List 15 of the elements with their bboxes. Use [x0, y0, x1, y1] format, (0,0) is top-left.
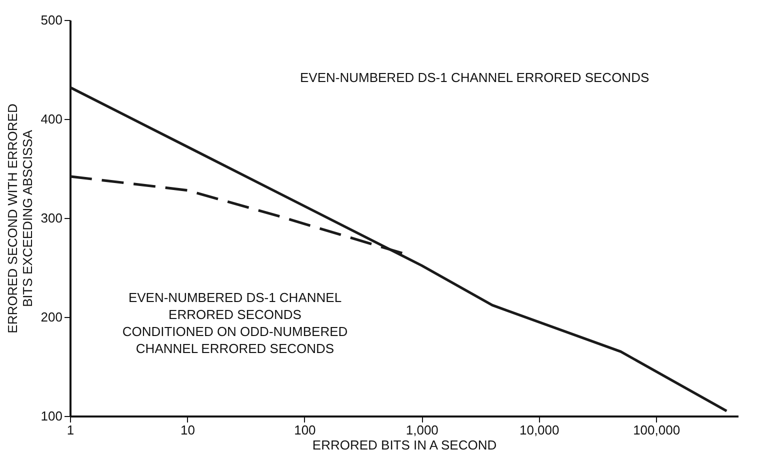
x-tick-label: 1,000 [406, 422, 438, 438]
annotation: EVEN-NUMBERED DS-1 CHANNEL ERRORED SECONDS CONDITIONED ON ODD-NUMBERED CHANNEL ERRORED SECONDS [122, 290, 348, 356]
y-tick-label: 200 [40, 310, 62, 324]
x-tick-label: 10,000 [519, 422, 560, 438]
annotation: EVEN-NUMBERED DS-1 CHANNEL ERRORED SECONDS [300, 70, 650, 85]
x-tick-label: 10 [180, 422, 195, 438]
x-tick-label: 100,000 [633, 422, 680, 438]
y-axis-title: ERRORED SECOND WITH ERRORED BITS EXCEEDING ABSCISSA [4, 104, 35, 334]
x-tick-label: 1 [66, 422, 74, 438]
y-tick-label: 100 [40, 408, 62, 424]
x-axis-title: ERRORED BITS IN A SECOND [312, 438, 497, 452]
y-tick-label: 500 [40, 12, 62, 28]
x-tick-label: 100 [294, 422, 316, 438]
y-tick-label: 300 [40, 210, 62, 226]
y-tick-label: 400 [40, 112, 62, 126]
